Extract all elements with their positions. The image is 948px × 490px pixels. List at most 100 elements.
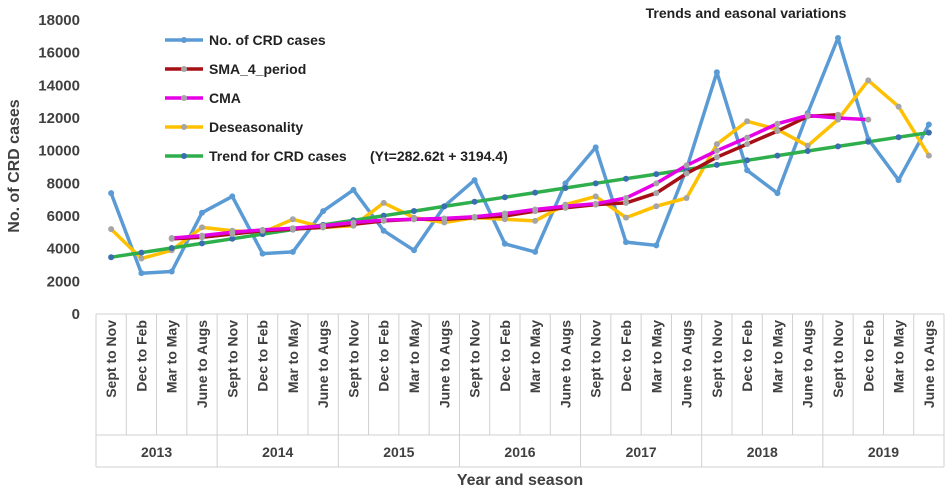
data-point: [350, 219, 357, 226]
season-label: Sept to Nov: [709, 320, 725, 398]
data-point: [562, 184, 569, 191]
season-label: June to Augs: [921, 320, 937, 408]
season-label: June to Augs: [800, 320, 816, 408]
year-label: 2018: [747, 444, 778, 460]
season-label: Sept to Nov: [103, 320, 119, 398]
season-label: Dec to Feb: [860, 320, 876, 392]
data-point: [623, 214, 629, 221]
data-point: [501, 240, 508, 247]
data-point: [532, 189, 539, 196]
data-point: [138, 270, 145, 277]
data-point: [623, 199, 629, 206]
legend-swatch-marker: [181, 66, 187, 72]
x-axis-title: Year and season: [457, 472, 583, 489]
data-point: [774, 120, 781, 127]
season-label: June to Augs: [315, 320, 331, 408]
data-point: [774, 128, 781, 135]
data-point: [501, 194, 508, 201]
legend-swatch-marker: [181, 37, 187, 43]
data-point: [441, 215, 448, 222]
data-point: [320, 222, 327, 229]
data-point: [653, 171, 660, 178]
season-label: Sept to Nov: [588, 320, 604, 398]
data-point: [199, 232, 205, 239]
season-label: Dec to Feb: [739, 320, 755, 392]
data-point: [411, 208, 417, 215]
data-point: [168, 268, 175, 275]
data-point: [229, 229, 236, 236]
data-point: [289, 248, 296, 255]
axes: 0 2000 4000 6000 8000 10000 12000 14000 16000 180…: [38, 12, 945, 468]
data-point: [259, 226, 266, 233]
data-point: [471, 198, 478, 205]
data-point: [592, 144, 599, 151]
season-label: Mar to May: [164, 320, 180, 393]
data-point: [744, 157, 751, 164]
data-point: [713, 69, 720, 76]
y-tick-label: 12000: [38, 110, 80, 127]
season-label: Mar to May: [769, 320, 785, 393]
data-point: [713, 161, 720, 168]
data-point: [471, 213, 478, 220]
season-label: Mar to May: [527, 320, 543, 393]
season-label: Sept to Nov: [467, 320, 483, 398]
season-label: Sept to Nov: [345, 320, 361, 398]
season-label: Sept to Nov: [224, 320, 240, 398]
year-label: 2017: [626, 444, 657, 460]
data-point: [168, 235, 175, 242]
legend-swatch-marker: [181, 95, 187, 101]
y-tick-label: 4000: [47, 241, 80, 258]
data-point: [713, 141, 720, 148]
legend-label: CMA: [209, 90, 241, 106]
data-point: [835, 143, 841, 150]
y-axis-title: No. of CRD cases: [6, 99, 23, 232]
legend-label: SMA_4_period: [209, 61, 306, 77]
legend: No. of CRD cases SMA_4_period CMA Deseasona…: [165, 32, 508, 164]
year-label: 2016: [504, 444, 535, 460]
data-point: [441, 203, 448, 210]
data-point: [138, 255, 145, 262]
y-tick-label: 8000: [47, 175, 80, 192]
data-point: [804, 148, 811, 155]
data-point: [865, 77, 872, 84]
data-point: [865, 116, 872, 123]
data-point: [532, 248, 539, 255]
data-point: [804, 112, 811, 119]
data-point: [259, 250, 266, 257]
season-label: June to Augs: [194, 320, 210, 408]
data-point: [653, 180, 660, 187]
data-point: [199, 209, 205, 216]
chart-title: Trends and easonal variations: [646, 5, 847, 21]
series-layer: [108, 34, 932, 277]
season-label: Mar to May: [891, 320, 907, 393]
season-label: Dec to Feb: [376, 320, 392, 392]
data-point: [108, 254, 115, 261]
y-tick-label: 18000: [38, 12, 80, 29]
season-label: Sept to Nov: [830, 320, 846, 398]
data-point: [411, 216, 417, 223]
data-point: [532, 206, 539, 213]
legend-label: Trend for CRD cases: [209, 148, 347, 164]
legend-swatch-marker: [181, 153, 187, 159]
data-point: [229, 235, 236, 242]
data-point: [744, 118, 751, 125]
data-point: [411, 247, 417, 254]
data-point: [199, 240, 205, 247]
data-point: [592, 180, 599, 187]
trend-equation: (Yt=282.62t + 3194.4): [370, 148, 508, 164]
legend-swatch-marker: [181, 124, 187, 130]
data-point: [744, 134, 751, 141]
data-point: [380, 227, 387, 234]
season-label: June to Augs: [679, 320, 695, 408]
data-point: [774, 152, 781, 159]
data-point: [653, 242, 660, 249]
season-label: Mar to May: [406, 320, 422, 393]
data-point: [653, 203, 660, 210]
data-point: [138, 249, 145, 256]
data-point: [168, 244, 175, 251]
series-line: [169, 113, 871, 240]
data-point: [835, 115, 841, 121]
data-point: [804, 142, 811, 149]
data-point: [623, 239, 629, 246]
